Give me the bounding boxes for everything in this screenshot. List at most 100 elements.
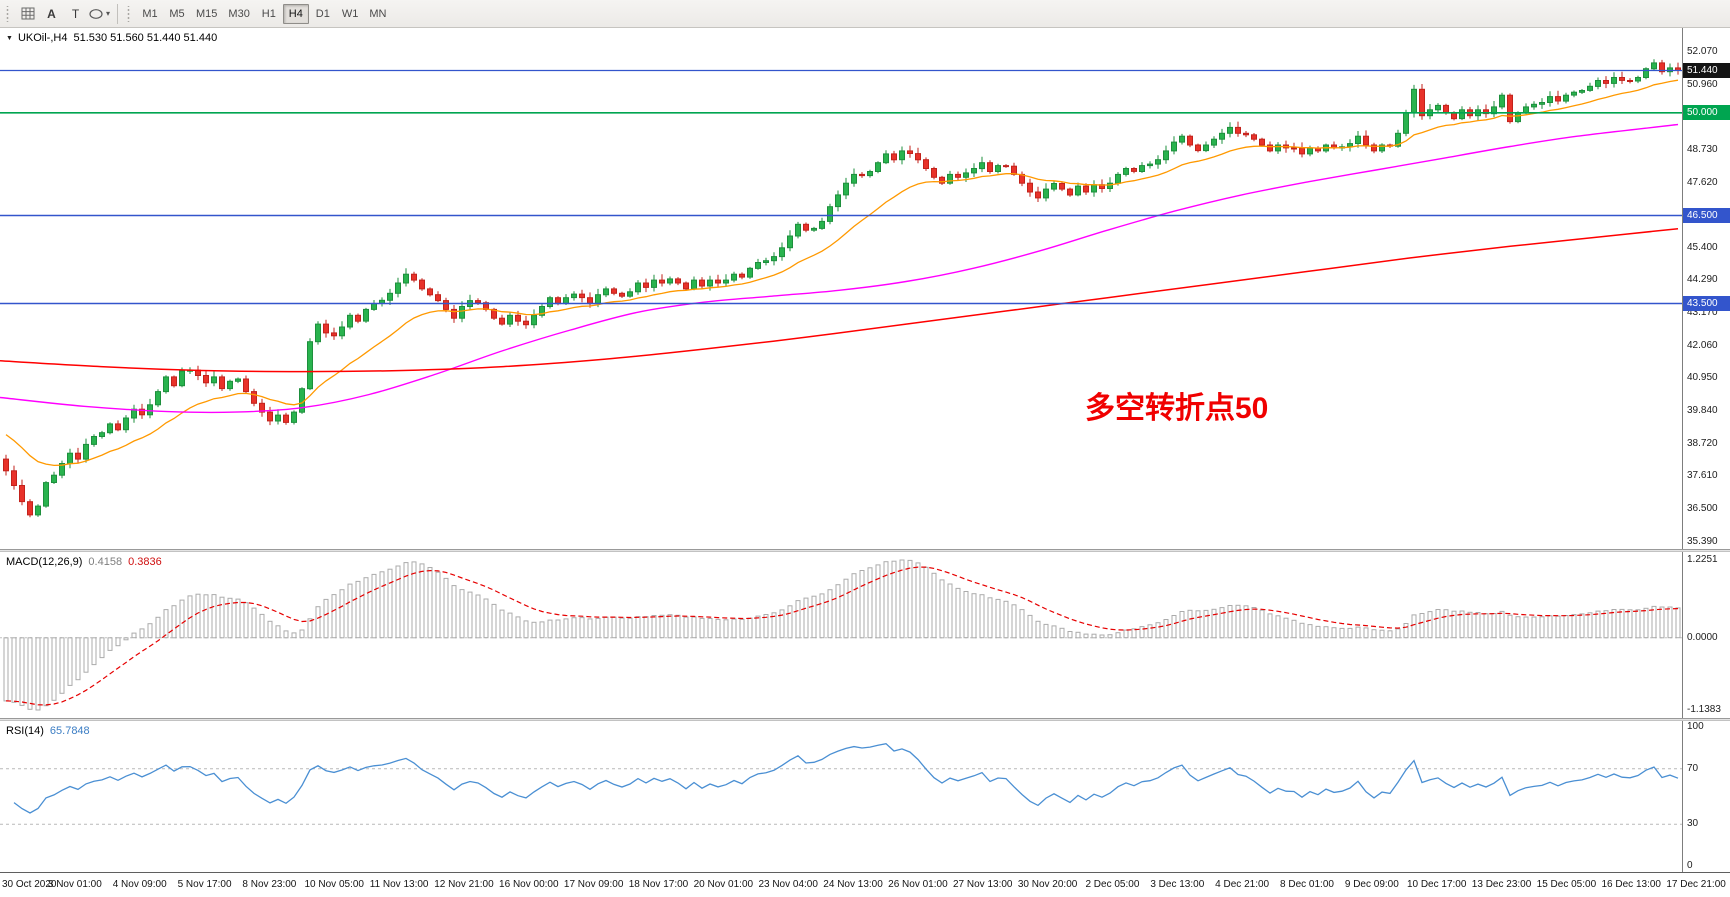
- rsi-label: RSI(14): [6, 725, 44, 737]
- time-tick-label: 3 Dec 13:00: [1150, 879, 1205, 890]
- rsi-value: 65.7848: [49, 725, 90, 737]
- candles: [3, 59, 1681, 518]
- toolbar-grip-2[interactable]: [126, 5, 132, 22]
- rsi-axis-label: 30: [1687, 818, 1699, 829]
- price-chart-canvas[interactable]: 多空转折点50: [0, 28, 1682, 549]
- tf-button-d1[interactable]: D1: [315, 7, 330, 20]
- price-tick-label: 48.730: [1687, 144, 1718, 155]
- time-tick-label: 24 Nov 13:00: [823, 879, 883, 890]
- time-tick-label: 20 Nov 01:00: [693, 879, 754, 890]
- time-tick-label: 8 Dec 01:00: [1280, 879, 1334, 890]
- rsi-line: [13, 742, 1679, 814]
- time-tick-label: 27 Nov 13:00: [953, 879, 1013, 890]
- time-tick-label: 16 Nov 00:00: [499, 879, 559, 890]
- price-tick-label: 44.290: [1687, 274, 1718, 285]
- time-tick-label: 23 Nov 04:00: [758, 879, 818, 890]
- time-tick-label: 4 Dec 21:00: [1215, 879, 1270, 890]
- time-tick-label: 10 Dec 17:00: [1406, 879, 1467, 890]
- panel-splitter-macd[interactable]: [0, 549, 1730, 552]
- timeframe-group: M1 M5 M15 M30 H1 H4 D1 W1 MN: [137, 3, 391, 24]
- price-badge-50.000: 50.000: [1683, 105, 1730, 120]
- toolbar: A T ▾ M1 M5 M15 M30 H1 H4 D1 W1 MN: [0, 0, 1730, 28]
- rsi-canvas[interactable]: [0, 721, 1682, 872]
- rsi-panel: RSI(14) 65.7848: [0, 721, 1682, 872]
- time-tick-label: 16 Dec 13:00: [1601, 879, 1662, 890]
- macd-title: MACD(12,26,9) 0.4158 0.3836: [6, 556, 162, 568]
- tf-button-m1[interactable]: M1: [142, 7, 158, 20]
- price-tick-label: 39.840: [1687, 405, 1718, 416]
- time-tick-label: 13 Dec 23:00: [1471, 879, 1532, 890]
- ellipse-icon: [89, 8, 103, 19]
- macd-canvas[interactable]: [0, 552, 1682, 718]
- line-studies-group: A T ▾: [16, 3, 111, 25]
- price-badge-43.500: 43.500: [1683, 296, 1730, 311]
- time-tick-label: 26 Nov 01:00: [888, 879, 948, 890]
- price-badge-51.440: 51.440: [1683, 63, 1730, 78]
- time-tick-label: 3 Nov 01:00: [47, 879, 102, 890]
- time-tick-label: 8 Nov 23:00: [242, 879, 297, 890]
- chinese-annotation-text[interactable]: 多空转折点50: [1085, 392, 1268, 425]
- time-tick-label: 5 Nov 17:00: [177, 879, 232, 890]
- time-tick-label: 15 Dec 05:00: [1536, 879, 1597, 890]
- grid-icon: [21, 7, 34, 20]
- price-tick-label: 45.400: [1687, 242, 1718, 253]
- price-tick-label: 36.500: [1687, 503, 1718, 514]
- ohlc-values: 51.530 51.560 51.440 51.440: [73, 32, 218, 44]
- text-label-tool-button[interactable]: A: [40, 3, 63, 25]
- dropdown-caret-icon: ▾: [106, 9, 111, 18]
- grid-tool-button[interactable]: [16, 3, 39, 25]
- time-tick-label: 12 Nov 21:00: [434, 879, 494, 890]
- rsi-axis-label: 70: [1687, 763, 1699, 774]
- time-tick-label: 17 Dec 21:00: [1666, 879, 1726, 890]
- macd-label: MACD(12,26,9): [6, 556, 83, 568]
- toolbar-separator: [117, 3, 119, 24]
- time-tick-label: 18 Nov 17:00: [628, 879, 689, 890]
- time-tick-label: 10 Nov 05:00: [304, 879, 365, 890]
- macd-axis-label: -1.1383: [1687, 704, 1721, 715]
- macd-signal-value: 0.3836: [128, 556, 162, 568]
- text-label-icon: A: [47, 6, 56, 21]
- mid-ma-line: [0, 123, 1679, 414]
- slow-ma-line: [0, 227, 1679, 373]
- tf-button-h1[interactable]: H1: [261, 7, 276, 20]
- macd-axis-label: 0.0000: [1687, 632, 1718, 643]
- tf-button-m30[interactable]: M30: [228, 7, 250, 20]
- price-tick-label: 38.720: [1687, 438, 1718, 449]
- time-tick-label: 17 Nov 09:00: [563, 879, 624, 890]
- price-tick-label: 40.950: [1687, 372, 1718, 383]
- price-tick-label: 52.070: [1687, 46, 1718, 57]
- price-chart-panel: ▼ UKOil-,H4 51.530 51.560 51.440 51.440 …: [0, 28, 1682, 549]
- tf-button-h4[interactable]: H4: [282, 3, 309, 24]
- chart-title: ▼ UKOil-,H4 51.530 51.560 51.440 51.440: [6, 32, 217, 44]
- time-tick-label: 4 Nov 09:00: [112, 879, 167, 890]
- tf-button-m5[interactable]: M5: [169, 7, 185, 20]
- price-tick-label: 47.620: [1687, 177, 1718, 188]
- panel-splitter-rsi[interactable]: [0, 718, 1730, 721]
- macd-signal-line: [5, 566, 1679, 706]
- price-tick-label: 43.170: [1687, 307, 1718, 318]
- fast-ma-line: [5, 79, 1679, 467]
- price-tick-label: 35.390: [1687, 536, 1718, 547]
- time-tick-label: 9 Dec 09:00: [1344, 879, 1399, 890]
- price-badge-46.500: 46.500: [1683, 208, 1730, 223]
- rsi-title: RSI(14) 65.7848: [6, 725, 90, 737]
- price-tick-label: 37.610: [1687, 470, 1718, 481]
- tf-button-w1[interactable]: W1: [341, 7, 359, 20]
- time-tick-label: 2 Dec 05:00: [1085, 879, 1140, 890]
- text-icon: T: [71, 6, 80, 21]
- time-tick-label: 30 Nov 20:00: [1017, 879, 1078, 890]
- time-scale[interactable]: 30 Oct 2020 3 Nov 01:00 4 Nov 09:00 5 Nov 1…: [0, 872, 1730, 897]
- toolbar-grip[interactable]: [5, 5, 10, 22]
- rsi-axis-label: 100: [1687, 721, 1704, 732]
- tf-button-m15[interactable]: M15: [196, 7, 218, 20]
- time-tick-label: 30 Oct 2020: [2, 879, 57, 890]
- collapse-triangle-icon[interactable]: ▼: [6, 34, 13, 42]
- price-scale[interactable]: 52.07050.96049.85048.73047.62046.51045.4…: [1682, 28, 1730, 872]
- price-tick-label: 50.960: [1687, 79, 1718, 90]
- tf-button-mn[interactable]: MN: [369, 7, 387, 20]
- time-tick-label: 11 Nov 13:00: [369, 879, 429, 890]
- text-tool-button[interactable]: T: [64, 3, 87, 25]
- shapes-tool-button[interactable]: ▾: [88, 3, 111, 25]
- macd-axis-label: 1.2251: [1687, 554, 1718, 565]
